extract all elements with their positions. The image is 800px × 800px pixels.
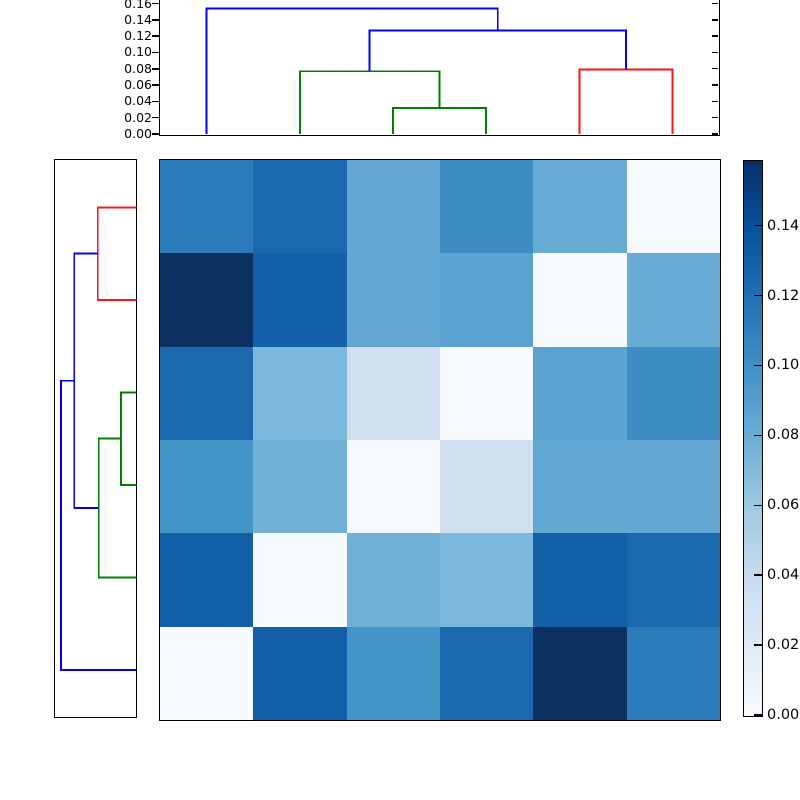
top-axis-right-tick-mark [711,68,718,70]
top-axis-tick-mark [152,133,160,135]
heatmap-cell-r3c1 [253,440,347,534]
colorbar-tick-label: 0.04 [767,567,800,584]
dendrogram-link-red [578,68,674,134]
top-axis-right-tick-mark [711,133,718,135]
heatmap-cell-r3c4 [533,440,627,534]
colorbar-tick-label: 0.06 [767,497,800,514]
heatmap-cell-r1c4 [533,253,627,347]
top-axis-tick-mark [152,84,160,86]
top-axis-right-tick-mark [711,2,718,5]
colorbar-tick-mark [754,504,763,506]
heatmap-cell-r5c1 [253,626,347,720]
top-axis-tick-label: 0.12 [124,28,152,44]
top-axis-tick-label: 0.04 [124,93,152,109]
heatmap-cell-r0c3 [440,160,534,254]
top-axis-tick-mark [152,116,160,119]
heatmap-cell-r4c0 [160,533,254,627]
heatmap-cell-r3c2 [346,440,440,534]
heatmap-cell-r3c0 [160,440,254,534]
heatmap-cell-r2c1 [253,346,347,440]
top-axis-tick-mark [152,19,160,21]
heatmap-cell-r1c5 [626,253,720,347]
top-axis-tick-label: 0.02 [124,109,152,125]
colorbar-tick-label: 0.00 [767,707,800,723]
top-axis-tick-mark [152,68,160,70]
heatmap-cell-r1c0 [160,253,254,347]
top-axis-right-tick-mark [711,116,718,119]
colorbar-tick-mark [754,364,763,367]
top-axis-right-tick-mark [711,19,718,21]
heatmap-cell-r5c3 [440,626,534,720]
top-axis-tick-mark [152,35,160,37]
heatmap-cell-r1c3 [440,253,534,347]
top-axis-tick-label: 0.08 [124,60,152,76]
dendrogram-link-green [97,437,137,579]
top-axis-tick-label: 0.06 [124,77,152,93]
top-axis-tick-label: 0.10 [124,44,152,60]
colorbar-tick-mark [754,224,763,227]
colorbar-tick-mark [754,644,763,646]
heatmap-cell-r1c1 [253,253,347,347]
dendrogram-link-blue [368,29,627,72]
heatmap-cell-r2c5 [626,346,720,440]
dendrogram-link-red [96,206,137,301]
top-axis-tick-mark [152,2,160,5]
top-axis-right-tick-mark [711,84,718,86]
heatmap-cell-r4c3 [440,533,534,627]
heatmap-cell-r1c2 [346,253,440,347]
dendrogram-link-green [119,391,137,486]
heatmap-cell-r0c2 [346,160,440,254]
colorbar-tick-mark [754,714,763,716]
heatmap-cell-r5c4 [533,626,627,720]
colorbar-tick-mark [754,574,763,576]
heatmap-cell-r5c2 [346,626,440,720]
heatmap-cell-r2c0 [160,346,254,440]
dendrogram-link-blue [73,252,99,509]
top-axis-right-tick-mark [711,51,718,54]
colorbar-tick-mark [754,294,763,297]
heatmap-cell-r0c4 [533,160,627,254]
top-axis-tick-label: 0.16 [124,0,152,11]
heatmap-cell-r5c5 [626,626,720,720]
top-dendrogram [205,7,674,134]
heatmap-cell-r4c2 [346,533,440,627]
dendrogram-link-green [298,70,441,134]
heatmap-cell-r0c5 [626,160,720,254]
heatmap-cell-r0c0 [160,160,254,254]
heatmap-cell-r0c1 [253,160,347,254]
colorbar [743,159,763,717]
top-axis-right-tick-mark [711,100,718,103]
top-axis-tick-mark [152,100,160,103]
heatmap-cell-r5c0 [160,626,254,720]
colorbar-tick-mark [754,434,763,437]
colorbar-tick-label: 0.12 [767,287,800,304]
colorbar-tick-label: 0.02 [767,637,800,654]
top-axis-right-tick-mark [711,35,718,37]
heatmap-cell-r3c5 [626,440,720,534]
heatmap [160,160,720,720]
heatmap-cell-r2c3 [440,346,534,440]
heatmap-cell-r4c4 [533,533,627,627]
heatmap-cell-r4c5 [626,533,720,627]
heatmap-cell-r2c2 [346,346,440,440]
heatmap-cell-r4c1 [253,533,347,627]
dendrogram-link-blue [59,379,137,671]
colorbar-tick-label: 0.14 [767,217,800,234]
left-dendrogram [59,206,137,671]
dendrogram-link-blue [205,7,499,134]
top-axis-tick-label: 0.00 [124,126,152,141]
heatmap-cell-r3c3 [440,440,534,534]
colorbar-tick-label: 0.08 [767,427,800,444]
top-axis-tick-mark [152,51,160,54]
top-axis-tick-label: 0.14 [124,11,152,27]
heatmap-cell-r2c4 [533,346,627,440]
colorbar-tick-label: 0.10 [767,357,800,374]
dendrogram-link-green [391,106,488,134]
